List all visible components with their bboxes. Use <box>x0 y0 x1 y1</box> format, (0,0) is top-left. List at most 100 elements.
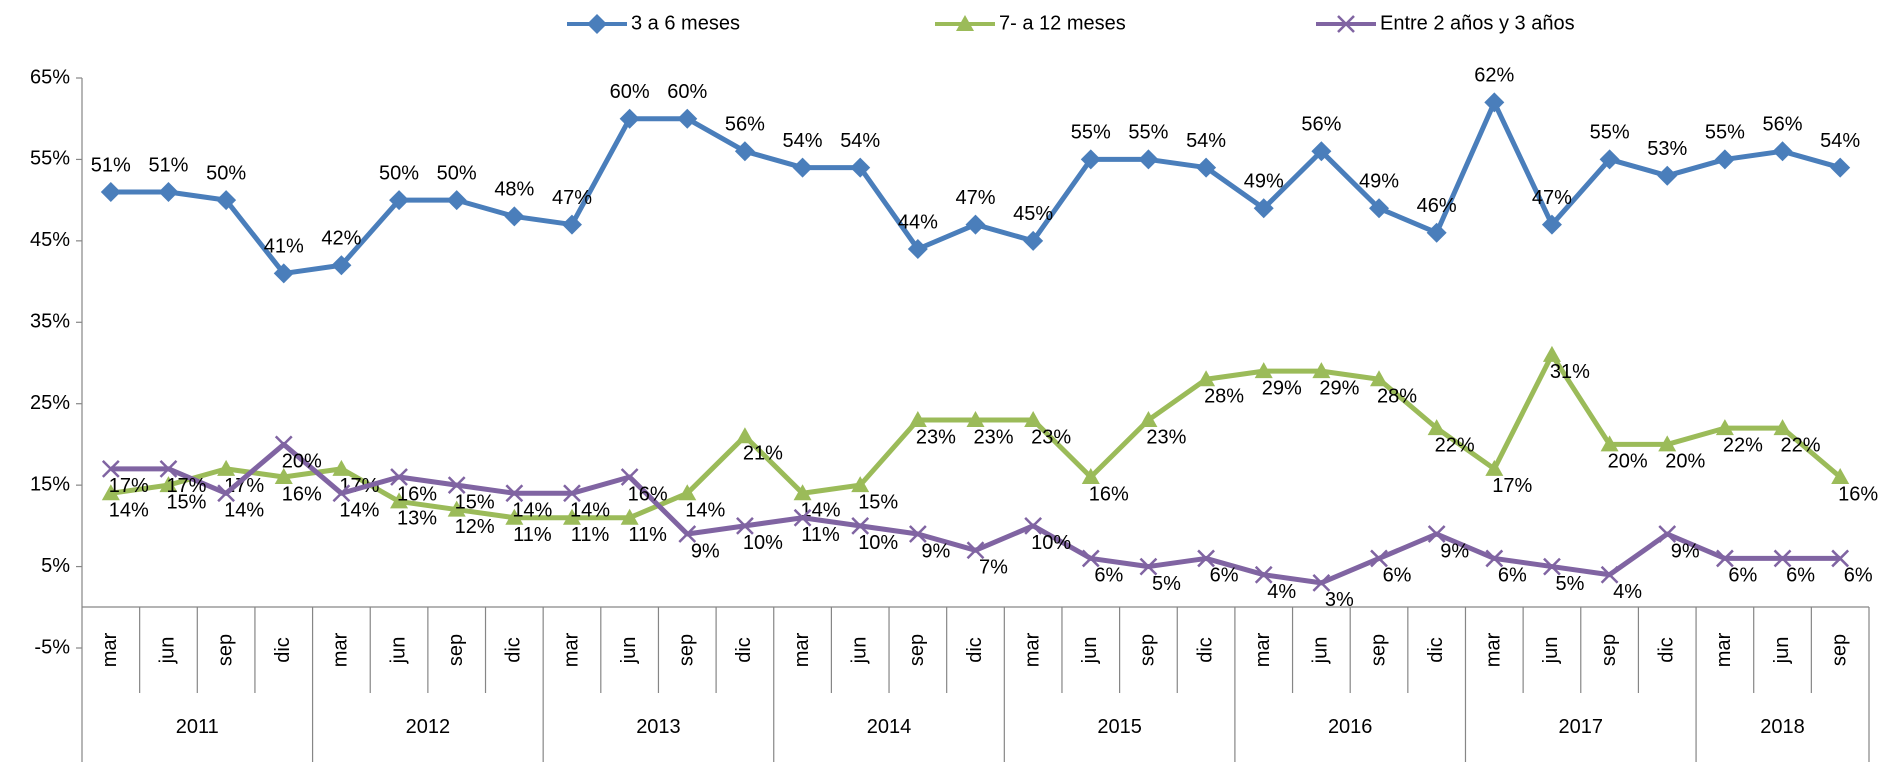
data-label: 17% <box>166 475 206 497</box>
point <box>1023 230 1044 251</box>
y-tick-label: 45% <box>30 229 70 251</box>
point <box>447 476 466 495</box>
point <box>956 15 974 31</box>
data-label: 29% <box>1262 377 1302 399</box>
data-label: 31% <box>1550 361 1590 383</box>
point <box>1370 370 1389 387</box>
data-label: 6% <box>1844 565 1873 587</box>
data-label: 14% <box>109 500 149 522</box>
data-label: 15% <box>455 491 495 513</box>
point <box>1312 362 1331 379</box>
point <box>1253 198 1274 219</box>
data-label: 9% <box>691 540 720 562</box>
data-label: 4% <box>1267 581 1296 603</box>
data-label: 7% <box>979 557 1008 579</box>
point <box>619 108 640 129</box>
data-label: 53% <box>1647 138 1687 160</box>
x-tick-label: sep <box>1598 634 1620 666</box>
data-label: 50% <box>206 162 246 184</box>
point <box>159 476 178 493</box>
point <box>792 157 813 178</box>
point <box>1773 549 1792 568</box>
data-label: 22% <box>1435 434 1475 456</box>
data-label: 55% <box>1128 122 1168 144</box>
x-tick-label: dic <box>733 637 755 663</box>
data-label: 56% <box>1301 114 1341 136</box>
x-tick-label: sep <box>906 634 928 666</box>
y-tick-label: 55% <box>30 148 70 170</box>
point <box>331 255 352 276</box>
data-label: 45% <box>1013 203 1053 225</box>
data-label: 20% <box>1608 451 1648 473</box>
point <box>1370 549 1388 568</box>
point <box>793 508 812 527</box>
y-tick-label: 5% <box>41 555 70 577</box>
data-label: 28% <box>1377 386 1417 408</box>
point <box>217 484 235 503</box>
data-label: 9% <box>1671 540 1700 562</box>
data-label: 14% <box>224 500 264 522</box>
point <box>446 190 467 211</box>
point <box>274 435 293 454</box>
point <box>1658 435 1677 452</box>
data-label: 14% <box>801 500 841 522</box>
data-label: 54% <box>1186 130 1226 152</box>
data-label: 5% <box>1152 573 1181 595</box>
point <box>1485 459 1504 476</box>
data-label: 11% <box>513 524 552 546</box>
point <box>850 157 871 178</box>
x-tick-label: mar <box>99 632 121 667</box>
data-label: 60% <box>610 81 650 103</box>
data-label: 55% <box>1705 122 1745 144</box>
point <box>1657 165 1678 186</box>
x-tick-label: mar <box>1483 632 1505 667</box>
year-label: 2016 <box>1328 716 1373 738</box>
data-label: 14% <box>512 500 552 522</box>
point <box>1337 15 1355 33</box>
data-label: 6% <box>1728 565 1757 587</box>
x-tick-label: jun <box>387 637 409 665</box>
year-label: 2014 <box>867 716 912 738</box>
data-label: 49% <box>1244 171 1284 193</box>
point <box>1081 549 1100 568</box>
point <box>966 541 985 560</box>
data-label: 10% <box>743 532 783 554</box>
data-label: 28% <box>1204 386 1244 408</box>
point <box>1600 435 1619 452</box>
data-label: 41% <box>264 236 304 258</box>
data-label: 47% <box>955 187 995 209</box>
data-label: 12% <box>455 516 495 538</box>
legend-label: 3 a 6 meses <box>631 12 740 34</box>
x-tick-label: dic <box>964 637 986 663</box>
point <box>158 182 179 202</box>
data-label: 6% <box>1383 565 1412 587</box>
data-label: 29% <box>1319 377 1359 399</box>
x-tick-label: sep <box>445 634 467 666</box>
y-tick-label: -5% <box>34 636 70 658</box>
point <box>734 141 755 162</box>
data-label: 6% <box>1094 565 1123 587</box>
data-label: 11% <box>801 524 840 546</box>
data-label: 6% <box>1786 565 1815 587</box>
data-label: 23% <box>1031 426 1071 448</box>
point <box>447 500 466 517</box>
y-tick-label: 15% <box>30 473 70 495</box>
x-tick-label: sep <box>1828 634 1850 666</box>
data-label: 16% <box>397 483 437 505</box>
point <box>1485 549 1504 568</box>
data-label: 23% <box>973 426 1013 448</box>
data-label: 56% <box>1763 114 1803 136</box>
point <box>851 476 870 493</box>
x-tick-label: dic <box>1656 637 1678 663</box>
data-label: 16% <box>282 483 322 505</box>
point <box>1543 557 1561 576</box>
point <box>908 411 927 427</box>
point <box>1714 149 1735 170</box>
data-label: 60% <box>667 81 707 103</box>
data-label: 62% <box>1474 65 1514 87</box>
point <box>678 525 697 543</box>
point <box>274 468 293 484</box>
data-label: 44% <box>898 211 938 233</box>
data-label: 49% <box>1359 171 1399 193</box>
point <box>1773 419 1792 436</box>
